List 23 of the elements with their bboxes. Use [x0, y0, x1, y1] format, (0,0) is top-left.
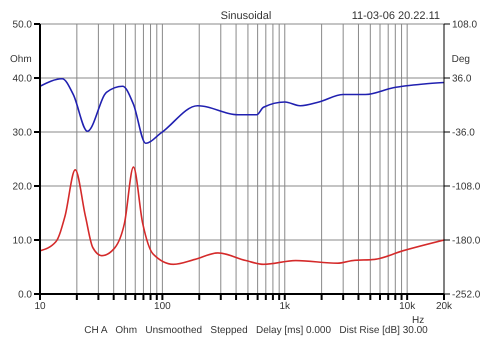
y2-tick-label: -36.0 — [452, 128, 476, 139]
y-tick-label: 50.0 — [12, 20, 32, 31]
y-axis-title: Ohm — [10, 54, 32, 65]
y-tick-label: 30.0 — [12, 128, 32, 139]
y2-tick-label: -108.0 — [452, 182, 481, 193]
y-tick-label: 20.0 — [12, 182, 32, 193]
x-tick-label: 10k — [399, 301, 416, 312]
x-tick-label: 1k — [279, 301, 292, 312]
y2-tick-label: 108.0 — [452, 20, 478, 31]
y2-tick-label: -252.0 — [452, 290, 481, 301]
y2-tick-label: -180.0 — [452, 236, 481, 247]
x-tick-label: 100 — [154, 301, 172, 312]
y2-tick-label: 36.0 — [452, 74, 472, 85]
y2-axis-title: Deg — [452, 54, 470, 65]
y-tick-label: 0.0 — [18, 290, 32, 301]
x-axis-title: Hz — [412, 315, 424, 326]
chart-title: Sinusoidal — [220, 10, 272, 22]
y-tick-label: 40.0 — [12, 74, 32, 85]
y-tick-label: 10.0 — [12, 236, 32, 247]
x-tick-label: 20k — [436, 301, 454, 312]
x-tick-label: 10 — [34, 301, 46, 312]
text: CH A Ohm Unsmoothed Stepped Delay [ms] 0.000 Dist Rise [dB] 30.00 — [83, 325, 429, 336]
text: 11-03-06 20.22.11 — [352, 10, 440, 22]
